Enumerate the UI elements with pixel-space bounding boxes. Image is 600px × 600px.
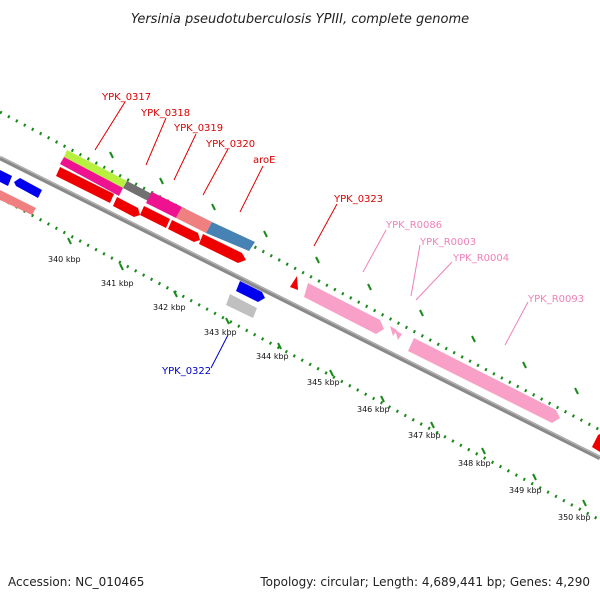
feature-red-3 <box>140 206 170 228</box>
kbp-label: 342 kbp <box>153 303 186 312</box>
kbp-label: 346 kbp <box>357 405 390 414</box>
genome-backbone-highlight <box>0 156 600 457</box>
feature-lime <box>64 150 127 188</box>
kbp-tick-marks <box>67 151 587 507</box>
feature-blue-left-1 <box>0 170 12 186</box>
kbp-label: 348 kbp <box>458 459 491 468</box>
kbp-label: 343 kbp <box>204 328 237 337</box>
kbp-labels: 340 kbp 341 kbp 342 kbp 343 kbp 344 kbp … <box>48 255 591 522</box>
footer-summary: Topology: circular; Length: 4,689,441 bp… <box>259 575 590 589</box>
feature-light-gray <box>226 294 257 318</box>
feature-salmon-left <box>0 190 36 215</box>
footer-accession: Accession: NC_010465 <box>8 575 144 589</box>
kbp-label: 344 kbp <box>256 352 289 361</box>
kbp-label: 347 kbp <box>408 431 441 440</box>
gene-label-ypk-r0093: YPK_R0093 <box>527 294 584 305</box>
gene-label-ypk0318: YPK_0318 <box>140 108 190 119</box>
feature-rna-2 <box>408 338 560 423</box>
label-leader-lines <box>94 101 529 369</box>
feature-salmon-1 <box>176 207 212 233</box>
feature-rna-1 <box>304 283 384 334</box>
feature-rna-small-2 <box>395 330 402 340</box>
inner-dotted-track <box>0 196 600 522</box>
genome-backbone <box>0 155 600 461</box>
feature-red-2 <box>113 197 140 217</box>
feature-red-1 <box>56 167 114 203</box>
kbp-label: 349 kbp <box>509 486 542 495</box>
gene-label-ypk0322: YPK_0322 <box>161 366 211 377</box>
feature-red-4 <box>168 220 200 242</box>
kbp-label: 341 kbp <box>101 279 134 288</box>
gene-label-ypk-r0004: YPK_R0004 <box>452 253 509 264</box>
kbp-label: 350 kbp <box>558 513 591 522</box>
feature-red-5 <box>199 234 246 263</box>
outer-dotted-track <box>0 110 600 432</box>
kbp-label: 340 kbp <box>48 255 81 264</box>
gene-label-ypk-r0086: YPK_R0086 <box>385 220 442 231</box>
feature-rna-small-1 <box>390 326 397 336</box>
feature-steel-blue <box>206 222 255 251</box>
kbp-label: 345 kbp <box>307 378 340 387</box>
feature-magenta-2 <box>146 192 182 218</box>
feature-dark-gray <box>123 181 152 201</box>
gene-label-ypk0317: YPK_0317 <box>101 92 151 103</box>
feature-blue-left-2 <box>14 178 42 198</box>
gene-label-ypk-r0003: YPK_R0003 <box>419 237 476 248</box>
map-title: Yersinia pseudotuberculosis YPIII, compl… <box>131 12 469 27</box>
gene-labels: YPK_0317 YPK_0318 YPK_0319 YPK_0320 aroE… <box>101 92 584 377</box>
gene-label-aroe: aroE <box>253 155 275 166</box>
inner-strand-features <box>0 167 265 318</box>
gene-label-ypk0323: YPK_0323 <box>333 194 383 205</box>
outer-strand-features <box>60 150 600 452</box>
gene-label-ypk0319: YPK_0319 <box>173 123 223 134</box>
feature-red-outer <box>290 276 298 290</box>
feature-magenta-1 <box>60 157 123 196</box>
feature-red-edge <box>592 434 600 452</box>
gene-label-ypk0320: YPK_0320 <box>205 139 255 150</box>
feature-blue-ypk0322 <box>236 281 265 302</box>
